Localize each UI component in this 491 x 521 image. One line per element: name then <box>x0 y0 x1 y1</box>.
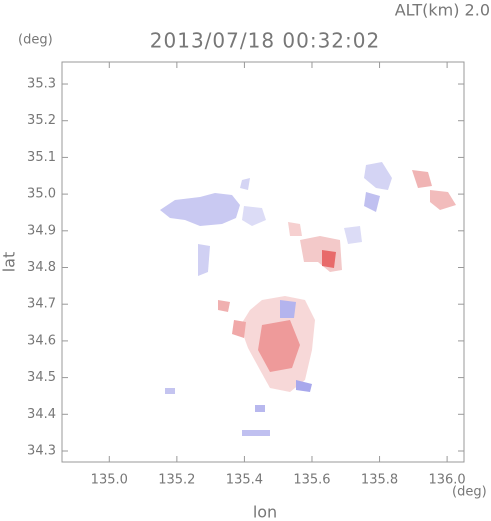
y-axis-label: lat <box>0 252 19 273</box>
echo-region <box>255 405 265 412</box>
echo-region <box>322 250 336 268</box>
y-tick-label: 34.9 <box>27 223 56 238</box>
echo-region <box>364 192 380 212</box>
chart-title: 2013/07/18 00:32:02 <box>150 29 380 53</box>
echo-region <box>218 300 230 312</box>
y-tick-label: 35.0 <box>27 187 56 202</box>
echo-region <box>258 320 300 372</box>
echo-region <box>240 178 250 190</box>
y-tick-label: 34.4 <box>27 407 56 422</box>
echo-region <box>198 244 210 276</box>
y-tick-label: 35.2 <box>27 113 56 128</box>
echo-region <box>412 170 432 188</box>
y-tick-label: 35.3 <box>27 77 56 92</box>
echo-region <box>280 300 296 318</box>
y-tick-label: 35.1 <box>27 150 56 165</box>
y-unit: (deg) <box>18 33 53 48</box>
echo-region <box>242 430 270 436</box>
echo-region <box>242 206 266 226</box>
x-tick-label: 135.0 <box>91 473 128 488</box>
y-tick-label: 34.7 <box>27 297 56 312</box>
echo-region <box>232 320 246 338</box>
x-unit: (deg) <box>452 485 487 500</box>
echo-region <box>160 193 240 226</box>
radar-echoes <box>160 162 456 436</box>
y-tick-label: 34.3 <box>27 443 56 458</box>
x-axis-label: lon <box>253 503 277 521</box>
echo-region <box>288 222 302 236</box>
plot-frame <box>61 61 465 463</box>
y-tick-label: 34.8 <box>27 260 56 275</box>
y-tick-label: 34.6 <box>27 333 56 348</box>
echo-region <box>364 162 392 190</box>
x-tick-label: 136.0 <box>428 473 465 488</box>
x-tick-label: 135.8 <box>361 473 398 488</box>
echo-region <box>430 190 456 210</box>
y-tick-label: 34.5 <box>27 370 56 385</box>
echo-region <box>296 380 312 392</box>
altitude-label: ALT(km) 2.0 <box>395 1 490 20</box>
x-tick-label: 135.4 <box>226 473 263 488</box>
echo-region <box>344 226 362 244</box>
echo-region <box>165 388 175 394</box>
x-tick-label: 135.2 <box>158 473 195 488</box>
x-tick-label: 135.6 <box>293 473 330 488</box>
